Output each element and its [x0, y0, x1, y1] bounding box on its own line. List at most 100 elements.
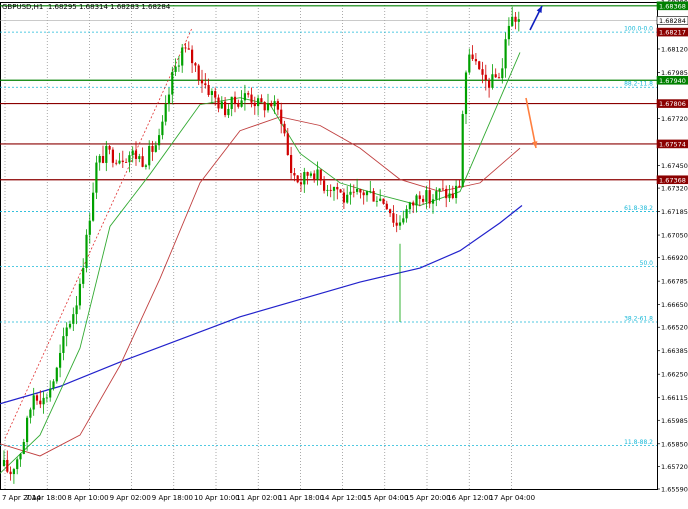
candle-body [154, 145, 157, 152]
candle-body [29, 409, 32, 418]
candle-body [438, 188, 441, 192]
candle-body [464, 72, 468, 115]
candles-group [2, 6, 520, 484]
candle-body [68, 323, 72, 328]
candle-body [461, 114, 464, 188]
x-tick-label: 9 Apr 02:00 [110, 494, 151, 502]
candle-body [375, 200, 378, 202]
candle-body [161, 121, 164, 136]
candle-body [283, 123, 286, 134]
candle-body [148, 145, 151, 166]
candle-body [316, 169, 319, 180]
x-tick-label: 15 Apr 04:00 [363, 494, 409, 502]
bullish-arrow-head [536, 6, 542, 13]
y-tick-label: 1.67985 [661, 69, 688, 77]
price-tag [656, 27, 688, 37]
x-tick-label: 16 Apr 12:00 [447, 494, 493, 502]
ohlc-quotes-label: 1.68295 1.68314 1.68283 1.68284 [47, 3, 171, 11]
candle-body [382, 198, 385, 204]
candle-body [85, 234, 88, 269]
candle-body [412, 202, 415, 206]
candle-body [16, 459, 19, 470]
candle-body [240, 100, 243, 107]
candle-body [88, 220, 91, 235]
candle-body [468, 54, 471, 73]
candle-body [428, 190, 431, 204]
candle-body [296, 175, 299, 183]
x-tick-label: 9 Apr 18:00 [152, 494, 193, 502]
candle-body [369, 190, 372, 192]
candle-body [49, 388, 52, 398]
y-tick-label: 1.66920 [661, 254, 688, 262]
candle-body [164, 103, 167, 122]
y-tick-label: 1.67450 [661, 162, 688, 170]
price-tag [656, 99, 688, 108]
candle-body [125, 162, 128, 163]
candle-body [339, 189, 342, 193]
candle-body [323, 180, 326, 191]
candle-body [243, 93, 246, 101]
candle-body [181, 47, 184, 66]
candle-body [52, 381, 55, 389]
candle-body [415, 195, 418, 206]
candle-body [501, 68, 504, 79]
x-tick-label: 11 Apr 02:00 [236, 494, 282, 502]
x-tick-label: 15 Apr 20:00 [405, 494, 451, 502]
candle-body [250, 94, 253, 103]
candle-body [395, 222, 398, 226]
candle-body [19, 453, 22, 460]
candle-body [326, 189, 329, 191]
moving-average-mid [0, 116, 521, 457]
candle-body [220, 101, 223, 109]
y-tick-label: 1.65850 [661, 440, 688, 448]
candle-body [299, 182, 303, 185]
moving-average-fast [0, 52, 521, 474]
candle-body [9, 471, 12, 475]
candle-body [39, 400, 42, 405]
price-tag-label: 1.68284 [659, 17, 686, 25]
candle-body [237, 103, 240, 107]
y-tick-label: 1.65590 [661, 486, 688, 494]
chart-header: GBPUSD,H1 1.68295 1.68314 1.68283 1.6828… [2, 3, 170, 11]
candle-body [266, 103, 270, 111]
candle-body [491, 74, 494, 88]
candle-body [342, 192, 345, 203]
candle-body [359, 188, 362, 193]
x-tick-label: 7 Apr 18:00 [25, 494, 66, 502]
candle-body [187, 48, 190, 50]
y-tick-label: 1.68120 [661, 45, 688, 53]
candle-body [72, 314, 75, 324]
trendline-dotted [4, 27, 193, 439]
candle-body [217, 97, 220, 109]
price-tag-label: 1.67368 [659, 176, 686, 184]
price-tag [656, 1, 688, 11]
fib-level-label: 88.2-11.8 [624, 81, 653, 88]
candle-body [214, 91, 217, 98]
candle-body [59, 352, 62, 368]
candle-body [478, 61, 481, 70]
candle-body [441, 188, 444, 190]
candle-body [141, 156, 144, 167]
candle-body [332, 186, 336, 191]
candle-body [197, 65, 200, 81]
candle-body [260, 98, 263, 102]
candle-body [389, 209, 392, 214]
y-tick-label: 1.65720 [661, 463, 688, 471]
candle-body [22, 442, 25, 454]
candle-body [313, 173, 316, 180]
candle-body [488, 80, 491, 88]
candle-body [385, 203, 388, 210]
y-tick-label: 1.66650 [661, 301, 688, 309]
candle-body [431, 199, 435, 204]
fib-level-label: 11.8-88.2 [624, 439, 653, 446]
y-tick-label: 1.66520 [661, 324, 688, 332]
candle-body [144, 165, 147, 167]
candle-body [408, 202, 411, 210]
price-tag-label: 1.68368 [659, 2, 686, 10]
candle-body [138, 156, 141, 159]
candle-body [422, 198, 425, 202]
candle-body [174, 66, 177, 72]
candle-body [32, 395, 35, 410]
